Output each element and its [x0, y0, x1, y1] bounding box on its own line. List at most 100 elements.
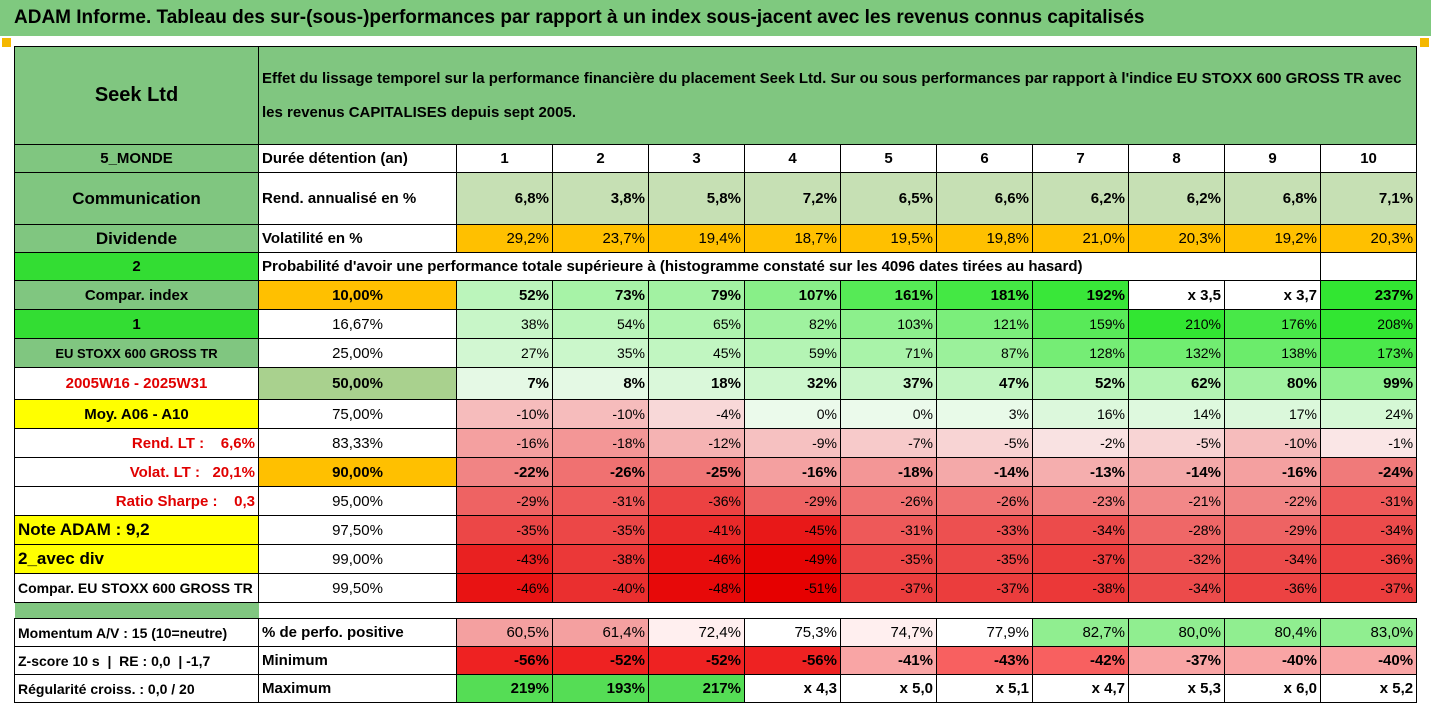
quantile-value[interactable]: -10% — [456, 399, 553, 429]
duration-header[interactable]: 7 — [1032, 144, 1129, 173]
quantile-value[interactable]: 32% — [744, 367, 841, 400]
row-label[interactable]: Rend. annualisé en % — [258, 172, 457, 225]
empty-cell[interactable] — [1319, 252, 1418, 281]
quantile-value[interactable]: -18% — [552, 428, 649, 458]
quantile-value[interactable]: 7% — [456, 367, 553, 400]
quantile-value[interactable]: 17% — [1224, 399, 1321, 429]
bottom-value[interactable]: -52% — [552, 646, 649, 675]
bottom-value[interactable]: x 6,0 — [1224, 674, 1321, 703]
side-label[interactable]: Compar. index — [14, 280, 259, 310]
quantile-value[interactable]: -38% — [552, 544, 649, 574]
quantile-value[interactable]: 121% — [936, 309, 1033, 339]
quantile-value[interactable]: -23% — [1032, 486, 1129, 516]
description[interactable]: Effet du lissage temporel sur la perform… — [257, 46, 1418, 145]
quantile-value[interactable]: 14% — [1128, 399, 1225, 429]
side-label[interactable]: 1 — [14, 309, 259, 339]
quantile-value[interactable]: 38% — [456, 309, 553, 339]
quantile-value[interactable]: -35% — [552, 515, 649, 545]
volatilite-cell[interactable]: 29,2% — [456, 224, 553, 253]
quantile-value[interactable]: 99% — [1319, 367, 1418, 400]
row-label[interactable]: Maximum — [258, 674, 457, 703]
side-label[interactable]: 2_avec div — [14, 544, 259, 574]
quantile-value[interactable]: -33% — [936, 515, 1033, 545]
rendement-cell[interactable]: 7,2% — [744, 172, 841, 225]
quantile-cell[interactable]: 90,00% — [258, 457, 457, 487]
bottom-value[interactable]: x 5,3 — [1128, 674, 1225, 703]
bottom-value[interactable]: 219% — [456, 674, 553, 703]
side-label[interactable]: 5_MONDE — [14, 144, 259, 173]
quantile-value[interactable]: -49% — [744, 544, 841, 574]
quantile-value[interactable]: -46% — [648, 544, 745, 574]
quantile-value[interactable]: -29% — [1224, 515, 1321, 545]
quantile-value[interactable]: -37% — [936, 573, 1033, 603]
quantile-value[interactable]: -12% — [648, 428, 745, 458]
duration-header[interactable]: 8 — [1128, 144, 1225, 173]
side-label[interactable]: Compar. EU STOXX 600 GROSS TR — [14, 573, 259, 603]
bottom-value[interactable]: 193% — [552, 674, 649, 703]
quantile-value[interactable]: 192% — [1032, 280, 1129, 310]
volatilite-cell[interactable]: 18,7% — [744, 224, 841, 253]
quantile-value[interactable]: 208% — [1319, 309, 1418, 339]
quantile-value[interactable]: 52% — [456, 280, 553, 310]
bottom-value[interactable]: x 4,3 — [744, 674, 841, 703]
bottom-value[interactable]: x 4,7 — [1032, 674, 1129, 703]
side-label[interactable]: Momentum A/V : 15 (10=neutre) — [14, 618, 259, 647]
quantile-value[interactable]: 132% — [1128, 338, 1225, 368]
side-label[interactable]: Z-score 10 s | RE : 0,0 | -1,7 — [14, 646, 259, 675]
bottom-value[interactable]: -43% — [936, 646, 1033, 675]
side-label[interactable]: Communication — [14, 172, 259, 225]
proba-label[interactable]: Probabilité d'avoir une performance tota… — [258, 252, 1321, 281]
quantile-value[interactable]: 161% — [840, 280, 937, 310]
quantile-value[interactable]: 3% — [936, 399, 1033, 429]
volatilite-cell[interactable]: 20,3% — [1319, 224, 1418, 253]
quantile-value[interactable]: -10% — [552, 399, 649, 429]
quantile-value[interactable]: -4% — [648, 399, 745, 429]
bottom-value[interactable]: -42% — [1032, 646, 1129, 675]
quantile-value[interactable]: 35% — [552, 338, 649, 368]
rendement-cell[interactable]: 6,2% — [1128, 172, 1225, 225]
quantile-value[interactable]: 65% — [648, 309, 745, 339]
quantile-value[interactable]: -40% — [552, 573, 649, 603]
bottom-value[interactable]: 60,5% — [456, 618, 553, 647]
side-label[interactable]: 2005W16 - 2025W31 — [14, 367, 259, 400]
bottom-value[interactable]: -56% — [456, 646, 553, 675]
bottom-value[interactable]: 77,9% — [936, 618, 1033, 647]
row-label[interactable]: Volatilité en % — [258, 224, 457, 253]
quantile-value[interactable]: 210% — [1128, 309, 1225, 339]
quantile-value[interactable]: -37% — [1032, 544, 1129, 574]
quantile-value[interactable]: -26% — [936, 486, 1033, 516]
quantile-value[interactable]: -22% — [1224, 486, 1321, 516]
quantile-value[interactable]: -21% — [1128, 486, 1225, 516]
quantile-value[interactable]: -26% — [840, 486, 937, 516]
quantile-value[interactable]: -29% — [456, 486, 553, 516]
quantile-cell[interactable]: 83,33% — [258, 428, 457, 458]
bottom-value[interactable]: 83,0% — [1319, 618, 1418, 647]
quantile-value[interactable]: 181% — [936, 280, 1033, 310]
quantile-value[interactable]: 237% — [1319, 280, 1418, 310]
quantile-value[interactable]: 27% — [456, 338, 553, 368]
quantile-cell[interactable]: 99,50% — [258, 573, 457, 603]
quantile-value[interactable]: 16% — [1032, 399, 1129, 429]
spacer-cell[interactable] — [259, 603, 1417, 619]
quantile-value[interactable]: 18% — [648, 367, 745, 400]
bottom-value[interactable]: 80,0% — [1128, 618, 1225, 647]
quantile-value[interactable]: -36% — [1319, 544, 1418, 574]
quantile-value[interactable]: -29% — [744, 486, 841, 516]
quantile-value[interactable]: -35% — [456, 515, 553, 545]
volatilite-cell[interactable]: 19,2% — [1224, 224, 1321, 253]
side-label[interactable]: Régularité croiss. : 0,0 / 20 — [14, 674, 259, 703]
quantile-value[interactable]: -18% — [840, 457, 937, 487]
quantile-value[interactable]: -25% — [648, 457, 745, 487]
quantile-value[interactable]: 52% — [1032, 367, 1129, 400]
quantile-value[interactable]: -22% — [456, 457, 553, 487]
rendement-cell[interactable]: 7,1% — [1319, 172, 1418, 225]
quantile-value[interactable]: 47% — [936, 367, 1033, 400]
quantile-cell[interactable]: 16,67% — [258, 309, 457, 339]
quantile-value[interactable]: -31% — [840, 515, 937, 545]
rendement-cell[interactable]: 6,8% — [1224, 172, 1321, 225]
bottom-value[interactable]: -40% — [1224, 646, 1321, 675]
quantile-value[interactable]: -5% — [1128, 428, 1225, 458]
quantile-value[interactable]: -34% — [1032, 515, 1129, 545]
quantile-value[interactable]: -2% — [1032, 428, 1129, 458]
quantile-value[interactable]: -48% — [648, 573, 745, 603]
